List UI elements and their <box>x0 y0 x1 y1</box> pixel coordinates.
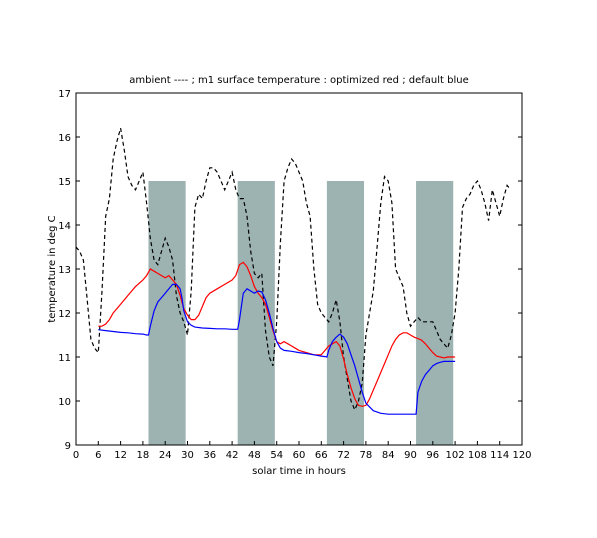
y-tick-label: 13 <box>58 265 71 276</box>
x-tick-label: 66 <box>315 450 328 461</box>
shaded-periods <box>148 181 454 445</box>
x-tick-label: 120 <box>512 450 531 461</box>
x-tick-label: 6 <box>95 450 101 461</box>
series-line-ambient <box>75 128 512 412</box>
x-tick-label: 42 <box>226 450 239 461</box>
x-tick-label: 30 <box>181 450 194 461</box>
series-line-default <box>98 283 456 415</box>
series-lines <box>75 128 512 415</box>
x-tick-label: 36 <box>203 450 216 461</box>
y-tick-label: 15 <box>58 177 71 188</box>
x-tick-label: 72 <box>337 450 350 461</box>
y-axis-label: temperature in deg C <box>47 215 58 322</box>
axis-ticks: 0 6 12 18 24 30 36 42 48 54 60 66 72 78 84 90 96 102 108 11… <box>58 89 531 461</box>
x-tick-label: 84 <box>382 450 395 461</box>
x-tick-label: 78 <box>360 450 373 461</box>
y-tick-label: 17 <box>58 89 71 100</box>
chart-title: ambient ---- ; m1 surface temperature : … <box>129 75 468 86</box>
x-tick-label: 96 <box>426 450 439 461</box>
x-tick-label: 108 <box>468 450 487 461</box>
x-tick-label: 24 <box>159 450 172 461</box>
y-tick-label: 14 <box>58 221 71 232</box>
shaded-period-1 <box>148 181 186 445</box>
y-tick-label: 16 <box>58 133 71 144</box>
x-tick-label: 18 <box>137 450 150 461</box>
y-tick-label: 11 <box>58 353 71 364</box>
series-line-optimized <box>98 261 456 407</box>
y-tick-label: 10 <box>58 397 71 408</box>
x-tick-label: 114 <box>490 450 509 461</box>
x-tick-label: 54 <box>270 450 283 461</box>
x-tick-label: 102 <box>446 450 465 461</box>
x-tick-label: 0 <box>73 450 79 461</box>
x-tick-label: 12 <box>114 450 127 461</box>
y-tick-label: 9 <box>65 441 71 452</box>
shaded-period-4 <box>416 181 454 445</box>
x-tick-label: 60 <box>293 450 306 461</box>
x-tick-label: 48 <box>248 450 261 461</box>
x-axis-label: solar time in hours <box>252 466 346 477</box>
x-tick-label: 90 <box>404 450 417 461</box>
shaded-period-3 <box>326 181 365 445</box>
y-tick-label: 12 <box>58 309 71 320</box>
